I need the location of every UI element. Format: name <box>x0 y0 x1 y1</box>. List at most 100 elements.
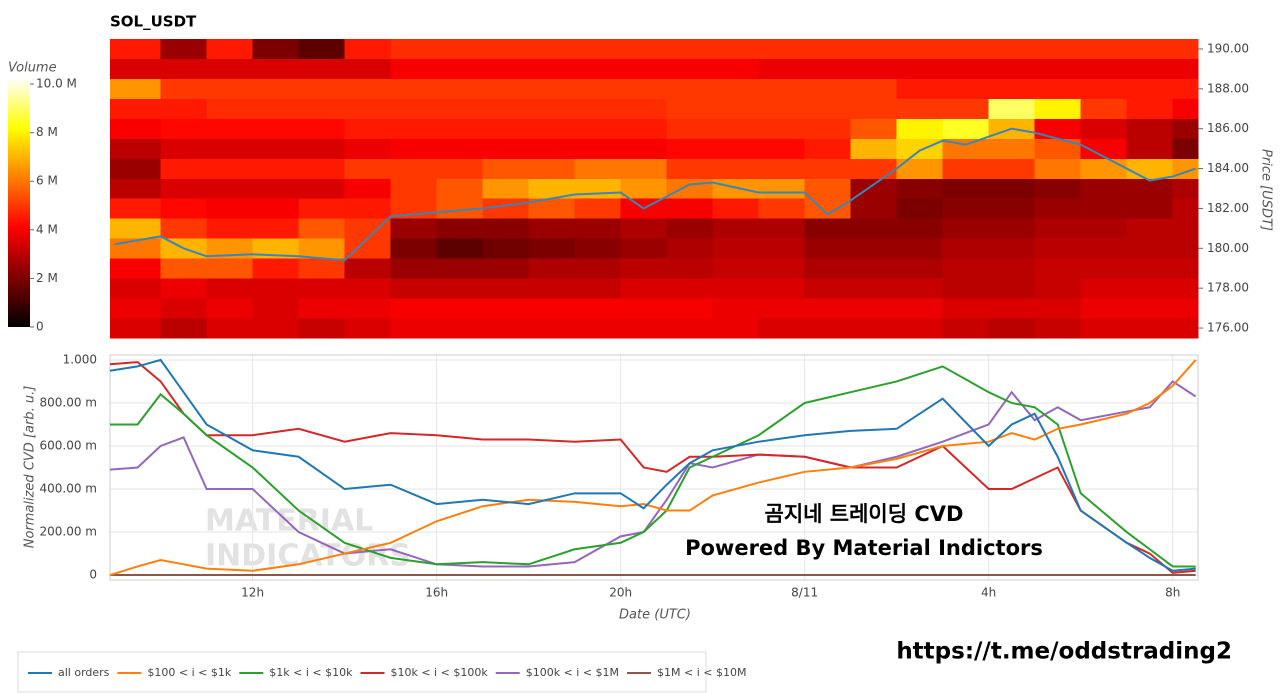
heatmap-cell <box>390 218 437 239</box>
heatmap-cell <box>206 58 253 80</box>
heatmap-cell <box>1034 78 1081 100</box>
colorbar <box>8 78 30 327</box>
heatmap-cell <box>712 297 759 319</box>
heatmap-cell <box>620 98 667 119</box>
colorbar-title: Volume <box>8 61 57 76</box>
heatmap-cell <box>850 258 897 279</box>
heatmap-cell <box>344 297 391 319</box>
heatmap-cell <box>206 98 253 119</box>
heatmap-cell <box>1126 38 1173 60</box>
heatmap-cell <box>1034 98 1081 119</box>
heatmap-cell <box>942 178 989 199</box>
heatmap-cell <box>298 58 345 80</box>
heatmap-cell <box>344 158 391 179</box>
heatmap-cell <box>109 258 161 279</box>
heatmap-cell <box>1172 38 1199 60</box>
heatmap-cell <box>620 78 667 100</box>
cvd-line <box>109 359 1197 577</box>
heatmap-cell <box>390 258 437 279</box>
heatmap-cell <box>1034 198 1081 219</box>
heatmap-cell <box>666 98 713 119</box>
heatmap-cell <box>666 178 713 199</box>
heatmap-cell <box>620 277 667 299</box>
heatmap-cell <box>436 98 483 119</box>
heatmap-cell <box>712 38 759 60</box>
heatmap-cell <box>206 78 253 100</box>
heatmap-cell <box>1172 238 1199 259</box>
y-axis-label: Normalized CVD [arb. u.] <box>23 386 38 549</box>
heatmap-cell <box>758 238 805 259</box>
heatmap-cell <box>528 258 575 279</box>
heatmap-cell <box>850 138 897 159</box>
heatmap-cell <box>206 297 253 319</box>
watermark: MATERIAL <box>205 504 373 539</box>
heatmap-cell <box>160 58 207 80</box>
heatmap-cell <box>482 158 529 179</box>
heatmap-cell <box>1034 218 1081 239</box>
heatmap-cell <box>896 258 943 279</box>
heatmap-cell <box>574 297 621 319</box>
heatmap-cell <box>896 78 943 100</box>
y-tick-label: 178.00 <box>1207 281 1249 295</box>
heatmap-cell <box>942 317 989 339</box>
heatmap-cell <box>574 218 621 239</box>
heatmap-cell <box>1080 98 1127 119</box>
heatmap-cell <box>206 158 253 179</box>
heatmap-cell <box>390 118 437 139</box>
heatmap-cell <box>1126 118 1173 139</box>
heatmap-cell <box>390 78 437 100</box>
heatmap-cell <box>298 38 345 60</box>
heatmap-cell <box>436 258 483 279</box>
heatmap-cell <box>988 277 1035 299</box>
heatmap-cell <box>160 258 207 279</box>
heatmap-cell <box>482 118 529 139</box>
heatmap-cell <box>804 297 851 319</box>
heatmap-cell <box>942 258 989 279</box>
heatmap-cell <box>758 258 805 279</box>
heatmap-cell <box>252 198 299 219</box>
heatmap-cell <box>390 98 437 119</box>
heatmap-cell <box>988 78 1035 100</box>
heatmap-cell <box>942 198 989 219</box>
heatmap-cell <box>1172 277 1199 299</box>
price-line <box>114 127 1197 262</box>
heatmap-cell <box>574 138 621 159</box>
heatmap-cell <box>942 158 989 179</box>
heatmap-cell <box>1080 238 1127 259</box>
heatmap-cell <box>942 218 989 239</box>
heatmap-cell <box>160 277 207 299</box>
link-text: https://t.me/oddstrading2 <box>896 639 1232 665</box>
x-tick-label: 20h <box>609 586 632 600</box>
heatmap-cell <box>712 277 759 299</box>
heatmap-cell <box>528 78 575 100</box>
heatmap-cell <box>206 277 253 299</box>
heatmap-cell <box>942 297 989 319</box>
heatmap-cell <box>666 78 713 100</box>
cvd-line <box>110 365 1196 568</box>
heatmap-cell <box>1172 78 1199 100</box>
heatmap-cell <box>298 277 345 299</box>
heatmap-cell <box>896 178 943 199</box>
heatmap-cell <box>1080 198 1127 219</box>
heatmap-cell <box>988 98 1035 119</box>
heatmap-cell <box>1126 78 1173 100</box>
heatmap-cell <box>344 98 391 119</box>
heatmap-cell <box>160 78 207 100</box>
heatmap-cell <box>666 138 713 159</box>
x-tick-label: 4h <box>981 586 996 600</box>
heatmap-cell <box>804 98 851 119</box>
heatmap-cell <box>712 317 759 339</box>
colorbar-tick-label: 6 M <box>36 174 58 188</box>
y-tick-label: 200.00 m <box>40 525 98 539</box>
colorbar-tick-label: 2 M <box>36 271 58 285</box>
heatmap-cell <box>850 38 897 60</box>
heatmap-cell <box>390 138 437 159</box>
heatmap-cell <box>620 258 667 279</box>
heatmap-cell <box>620 38 667 60</box>
heatmap-cell <box>896 277 943 299</box>
heatmap-cell <box>482 238 529 259</box>
heatmap-cell <box>712 258 759 279</box>
heatmap-cell <box>344 218 391 239</box>
heatmap-cell <box>988 178 1035 199</box>
heatmap-cell <box>574 317 621 339</box>
